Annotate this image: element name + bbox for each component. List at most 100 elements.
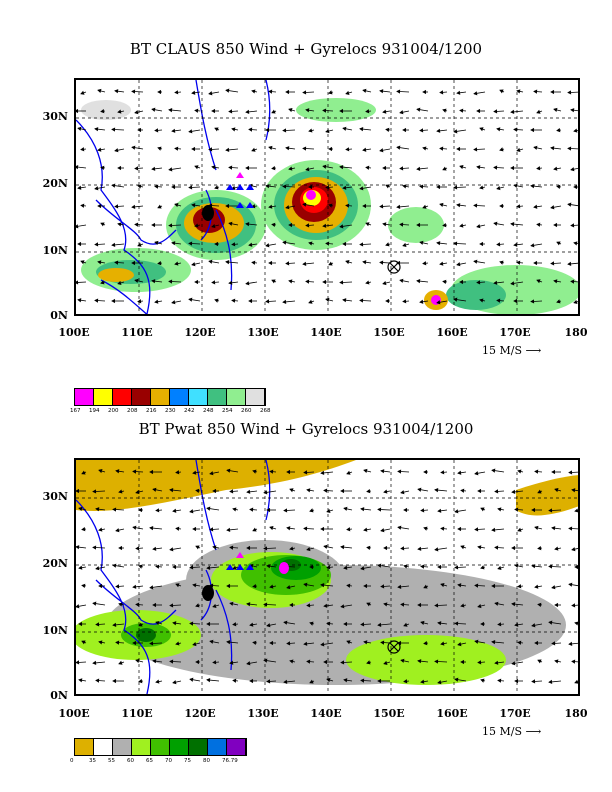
scale-arrow-icon: ⟶ xyxy=(525,725,542,738)
colorbar-swatch xyxy=(151,739,170,755)
gyre-track-marker xyxy=(236,202,244,208)
lon-label: 170E xyxy=(499,707,531,720)
gyre-track-marker xyxy=(246,564,254,570)
colorbar-label: 200 xyxy=(108,408,119,414)
panel1-map xyxy=(74,78,580,316)
grid-lines xyxy=(76,80,578,314)
panel1-colorbar xyxy=(74,388,266,406)
panel1-title: BT CLAUS 850 Wind + Gyrelocs 931004/1200 xyxy=(129,40,483,58)
colorbar-label: 208 xyxy=(127,408,138,414)
colorbar-label: 75 xyxy=(184,758,191,764)
colorbar-swatch xyxy=(94,739,113,755)
scale-label: 15 M/S ⟶ xyxy=(482,344,542,357)
colorbar-swatch xyxy=(94,389,113,405)
colorbar-swatch xyxy=(170,389,189,405)
lon-label: 120E xyxy=(184,707,216,720)
colorbar-swatch xyxy=(75,739,94,755)
gyre-track-marker xyxy=(246,202,254,208)
lon-label: 100E xyxy=(58,326,90,339)
colorbar-label: 216 xyxy=(146,408,157,414)
lon-label: 140E xyxy=(310,326,342,339)
colorbar-label: 76.79 xyxy=(222,758,238,764)
colorbar-label: 254 xyxy=(222,408,233,414)
colorbar-swatch xyxy=(151,389,170,405)
lon-label: 160E xyxy=(436,707,468,720)
gyre-center-marker xyxy=(202,585,214,601)
lat-label: 0N xyxy=(50,309,68,322)
colorbar-label: 60 xyxy=(127,758,134,764)
lon-label: 130E xyxy=(247,326,279,339)
panel2-title: BT Pwat 850 Wind + Gyrelocs 931004/1200 xyxy=(138,420,474,438)
gyre-track-marker xyxy=(246,184,254,190)
colorbar-swatch xyxy=(189,389,208,405)
scale-arrow-icon: ⟶ xyxy=(525,344,542,357)
colorbar-swatch xyxy=(132,739,151,755)
gyre-track-marker xyxy=(236,172,244,178)
colorbar-swatch xyxy=(75,389,94,405)
colorbar-label: 70 xyxy=(165,758,172,764)
gyre-track-marker xyxy=(226,564,234,570)
colorbar-label: 260 xyxy=(241,408,252,414)
reference-circle-marker xyxy=(387,260,401,274)
colorbar-label: 80 xyxy=(203,758,210,764)
lon-label: 100E xyxy=(58,707,90,720)
lat-label: 10N xyxy=(42,624,68,637)
lat-label: 0N xyxy=(50,689,68,702)
colorbar-label: 65 xyxy=(146,758,153,764)
gyre-track-marker xyxy=(236,552,244,558)
panel1-map-svg xyxy=(76,80,578,314)
lat-label: 20N xyxy=(42,557,68,570)
colorbar-swatch xyxy=(227,389,246,405)
panel2-colorbar xyxy=(74,738,247,756)
lon-label: 110E xyxy=(121,326,153,339)
lon-label: 180 xyxy=(564,707,588,720)
grid-lines xyxy=(76,460,578,694)
wind-vectors xyxy=(76,88,578,305)
colorbar-label: 194 xyxy=(89,408,100,414)
colorbar-label: 248 xyxy=(203,408,214,414)
lon-label: 180 xyxy=(564,326,588,339)
panel2-map xyxy=(74,458,580,696)
colorbar-label: 230 xyxy=(165,408,176,414)
gyre-center-marker xyxy=(279,562,289,574)
colorbar-swatch xyxy=(170,739,189,755)
colorbar-label: 167 xyxy=(70,408,81,414)
colorbar-swatch xyxy=(227,739,246,755)
reference-circle-marker xyxy=(387,640,401,654)
lon-label: 160E xyxy=(436,326,468,339)
lon-label: 140E xyxy=(310,707,342,720)
colorbar-label: 35 xyxy=(89,758,96,764)
colorbar-label: 55 xyxy=(108,758,115,764)
gyre-track-marker xyxy=(236,184,244,190)
lon-label: 130E xyxy=(247,707,279,720)
gyre-center-marker xyxy=(202,205,214,221)
lon-label: 150E xyxy=(373,707,405,720)
lon-label: 150E xyxy=(373,326,405,339)
lat-label: 20N xyxy=(42,177,68,190)
pwat-field xyxy=(76,460,578,685)
lon-label: 120E xyxy=(184,326,216,339)
colorbar-swatch xyxy=(208,739,227,755)
lat-label: 10N xyxy=(42,244,68,257)
colorbar-swatch xyxy=(113,389,132,405)
lon-label: 170E xyxy=(499,326,531,339)
colorbar-swatch xyxy=(189,739,208,755)
lon-label: 110E xyxy=(121,707,153,720)
lat-label: 30N xyxy=(42,490,68,503)
colorbar-label: 242 xyxy=(184,408,195,414)
colorbar-swatch xyxy=(132,389,151,405)
colorbar-swatch xyxy=(113,739,132,755)
colorbar-swatch xyxy=(246,389,265,405)
gyre-track-marker xyxy=(236,564,244,570)
gyre-markers xyxy=(202,172,401,274)
colorbar-label: 268 xyxy=(260,408,271,414)
gyre-track-marker xyxy=(226,184,234,190)
colorbar-label: 0 xyxy=(70,758,74,764)
lat-label: 30N xyxy=(42,110,68,123)
colorbar-swatch xyxy=(208,389,227,405)
wind-vectors xyxy=(76,468,578,685)
panel2-map-svg xyxy=(76,460,578,694)
coastlines xyxy=(76,80,271,314)
scale-label: 15 M/S ⟶ xyxy=(482,725,542,738)
gyre-markers xyxy=(202,552,401,654)
